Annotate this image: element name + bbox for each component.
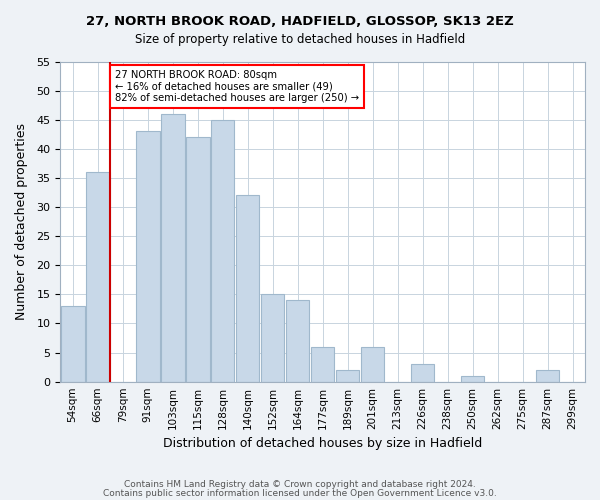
Bar <box>161 114 185 382</box>
Bar <box>61 306 85 382</box>
Bar <box>261 294 284 382</box>
X-axis label: Distribution of detached houses by size in Hadfield: Distribution of detached houses by size … <box>163 437 482 450</box>
Bar <box>86 172 110 382</box>
Text: 27, NORTH BROOK ROAD, HADFIELD, GLOSSOP, SK13 2EZ: 27, NORTH BROOK ROAD, HADFIELD, GLOSSOP,… <box>86 15 514 28</box>
Bar <box>461 376 484 382</box>
Bar <box>336 370 359 382</box>
Bar <box>286 300 310 382</box>
Text: Contains public sector information licensed under the Open Government Licence v3: Contains public sector information licen… <box>103 489 497 498</box>
Text: Size of property relative to detached houses in Hadfield: Size of property relative to detached ho… <box>135 32 465 46</box>
Bar <box>186 137 209 382</box>
Bar <box>536 370 559 382</box>
Y-axis label: Number of detached properties: Number of detached properties <box>15 123 28 320</box>
Text: 27 NORTH BROOK ROAD: 80sqm
← 16% of detached houses are smaller (49)
82% of semi: 27 NORTH BROOK ROAD: 80sqm ← 16% of deta… <box>115 70 359 103</box>
Bar <box>311 347 334 382</box>
Bar <box>211 120 235 382</box>
Bar <box>136 132 160 382</box>
Bar <box>236 196 259 382</box>
Text: Contains HM Land Registry data © Crown copyright and database right 2024.: Contains HM Land Registry data © Crown c… <box>124 480 476 489</box>
Bar <box>361 347 385 382</box>
Bar <box>410 364 434 382</box>
